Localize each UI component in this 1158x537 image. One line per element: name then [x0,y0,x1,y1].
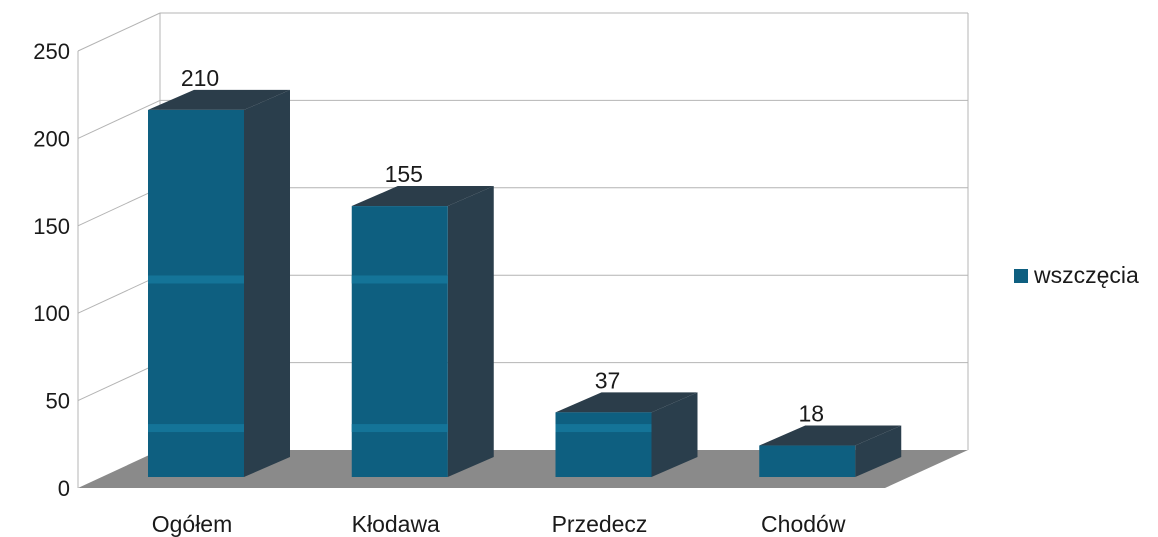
data-label: 18 [798,401,824,427]
data-label: 210 [181,65,219,91]
y-tick-label: 50 [46,389,70,414]
bar-side [448,186,494,477]
bar-band [148,275,244,283]
data-label: 155 [385,161,423,187]
y-tick-label: 100 [33,301,70,326]
legend-label: wszczęcia [1034,262,1139,289]
x-tick-label: Ogółem [152,511,233,537]
bar [352,186,494,477]
bar-side [244,90,290,477]
y-tick-label: 250 [33,39,70,64]
gridline-diagonal [78,100,160,138]
y-tick-label: 150 [33,214,70,239]
gridline-diagonal [78,188,160,226]
legend-swatch [1014,269,1028,283]
gridline-diagonal [78,363,160,401]
bar-front [352,206,448,477]
bar-band [148,424,244,432]
y-tick-label: 0 [58,476,70,501]
x-tick-label: Kłodawa [352,511,440,537]
bar-front [148,110,244,477]
gridline-diagonal [78,275,160,313]
bar-band [352,275,448,283]
x-tick-label: Przedecz [552,511,648,537]
bar-front [759,446,855,477]
bar [148,90,290,477]
bar [556,392,698,477]
legend: wszczęcia [1014,262,1139,289]
x-tick-label: Chodów [761,511,846,537]
bar-band [556,424,652,432]
bar-front [556,412,652,477]
bars [148,90,901,477]
bar-band [352,424,448,432]
gridline-diagonal [78,13,160,51]
data-label: 37 [595,367,621,393]
y-tick-label: 200 [33,126,70,151]
